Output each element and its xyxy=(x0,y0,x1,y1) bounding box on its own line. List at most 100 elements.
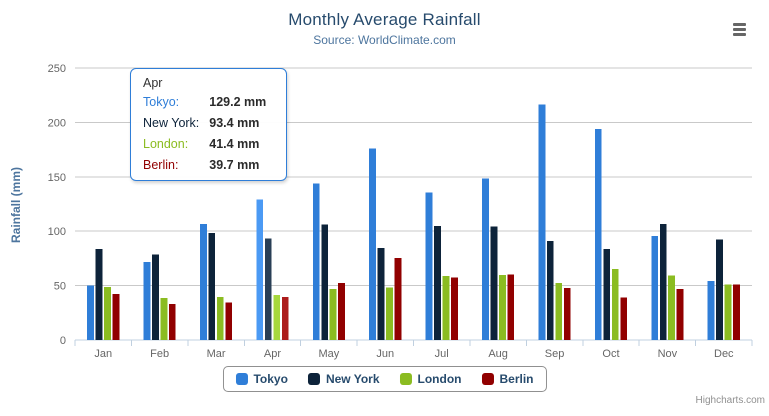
x-axis-tick-label: Apr xyxy=(264,348,281,360)
bar-tokyo-may[interactable] xyxy=(312,183,320,340)
legend-label: London xyxy=(417,372,462,386)
bar-london-oct[interactable] xyxy=(611,269,619,340)
bar-london-sep[interactable] xyxy=(555,283,563,340)
bar-berlin-sep[interactable] xyxy=(563,288,571,340)
y-axis-tick-label: 200 xyxy=(48,117,66,129)
y-axis-tick-label: 50 xyxy=(54,281,66,293)
bar-tokyo-oct[interactable] xyxy=(594,128,602,340)
bar-tokyo-sep[interactable] xyxy=(538,104,546,340)
bar-london-aug[interactable] xyxy=(499,275,506,340)
legend-item-new-york[interactable]: New York xyxy=(307,372,380,386)
bar-berlin-jul[interactable] xyxy=(451,277,458,341)
bar-berlin-may[interactable] xyxy=(338,282,345,340)
tooltip-series-label: London: xyxy=(143,137,189,151)
bar-berlin-oct[interactable] xyxy=(620,297,628,341)
bar-tokyo-mar[interactable] xyxy=(200,224,207,340)
bar-london-jan[interactable] xyxy=(104,286,111,340)
bar-new-york-jan[interactable] xyxy=(95,249,103,340)
legend: Tokyo New York London Berlin xyxy=(222,366,547,392)
bar-new-york-mar[interactable] xyxy=(208,232,216,340)
bar-london-mar[interactable] xyxy=(216,297,224,340)
burger-bar xyxy=(733,28,746,31)
y-axis-tick-label: 150 xyxy=(48,172,66,184)
y-axis-tick-label: 250 xyxy=(48,63,66,75)
tooltip-series-value: 41.4 mm xyxy=(209,137,260,151)
bar-new-york-jul[interactable] xyxy=(434,225,441,340)
bar-london-jul[interactable] xyxy=(442,275,450,340)
chart-title: Monthly Average Rainfall xyxy=(288,10,481,29)
tooltip-series-value: 93.4 mm xyxy=(209,116,260,130)
legend-label: Tokyo xyxy=(253,372,288,386)
x-axis-tick-label: May xyxy=(318,348,339,360)
tooltip-series-value: 39.7 mm xyxy=(209,158,260,172)
x-axis-tick-label: Sep xyxy=(545,348,565,360)
bar-london-jun[interactable] xyxy=(386,287,393,340)
x-axis-tick-label: Aug xyxy=(488,348,508,360)
legend-label: Berlin xyxy=(499,372,534,386)
bar-tokyo-feb[interactable] xyxy=(143,262,151,340)
tooltip-series-label: Berlin: xyxy=(143,158,179,172)
x-axis-tick-label: Jul xyxy=(435,348,449,360)
x-axis-tick-label: Nov xyxy=(658,348,678,360)
x-axis-tick-label: Mar xyxy=(207,348,226,360)
bar-berlin-jun[interactable] xyxy=(394,257,402,340)
tooltip-series-label: Tokyo: xyxy=(143,95,180,109)
bar-new-york-may[interactable] xyxy=(321,224,329,340)
bar-tokyo-nov[interactable] xyxy=(651,236,659,340)
bar-berlin-dec[interactable] xyxy=(733,284,740,340)
tooltip-rows: Tokyo: 129.2 mm New York: 93.4 mm London: 41.… xyxy=(143,95,276,172)
bar-london-nov[interactable] xyxy=(668,275,675,341)
bar-new-york-apr[interactable] xyxy=(264,238,272,340)
bar-berlin-mar[interactable] xyxy=(225,302,233,341)
legend-item-berlin[interactable]: Berlin xyxy=(481,372,534,386)
bar-berlin-nov[interactable] xyxy=(676,289,684,340)
y-axis-tick-label: 100 xyxy=(48,226,66,238)
legend-swatch-icon xyxy=(481,373,494,385)
bar-new-york-oct[interactable] xyxy=(603,249,611,340)
bar-new-york-jun[interactable] xyxy=(377,248,385,340)
bar-london-apr[interactable] xyxy=(273,295,281,340)
legend-item-london[interactable]: London xyxy=(399,372,462,386)
chart-subtitle: Source: WorldClimate.com xyxy=(313,33,456,47)
bar-berlin-jan[interactable] xyxy=(112,293,120,340)
tooltip-category: Apr xyxy=(143,76,163,90)
bar-new-york-sep[interactable] xyxy=(546,240,554,340)
bar-tokyo-aug[interactable] xyxy=(482,178,489,340)
tooltip: Apr Tokyo: 129.2 mm New York: 93.4 mm London… xyxy=(130,68,287,181)
bar-tokyo-jan[interactable] xyxy=(87,285,94,340)
bar-new-york-nov[interactable] xyxy=(659,224,667,340)
bar-tokyo-apr[interactable] xyxy=(256,199,264,340)
bar-berlin-aug[interactable] xyxy=(507,274,515,340)
y-axis-title: Rainfall (mm) xyxy=(9,167,23,244)
bar-berlin-apr[interactable] xyxy=(281,296,289,340)
x-axis-tick-label: Feb xyxy=(150,348,169,360)
bar-london-dec[interactable] xyxy=(724,284,732,340)
x-axis-tick-label: Dec xyxy=(714,348,734,360)
legend-label: New York xyxy=(325,372,380,386)
bar-new-york-dec[interactable] xyxy=(716,239,723,340)
bar-berlin-feb[interactable] xyxy=(168,303,176,340)
bar-tokyo-jul[interactable] xyxy=(425,192,433,341)
legend-swatch-icon xyxy=(235,373,248,385)
bar-london-feb[interactable] xyxy=(160,297,168,340)
burger-bar xyxy=(733,23,746,26)
legend-item-tokyo[interactable]: Tokyo xyxy=(235,372,288,386)
legend-swatch-icon xyxy=(307,373,320,385)
tooltip-series-label: New York: xyxy=(143,116,200,130)
x-axis-tick-label: Jun xyxy=(376,348,394,360)
x-axis-tick-label: Oct xyxy=(602,348,619,360)
burger-bar xyxy=(733,33,746,36)
x-axis-tick-label: Jan xyxy=(94,348,112,360)
bar-tokyo-jun[interactable] xyxy=(369,148,376,341)
credits-link[interactable]: Highcharts.com xyxy=(695,395,765,406)
tooltip-series-value: 129.2 mm xyxy=(209,95,267,109)
y-axis-tick-label: 0 xyxy=(60,335,66,347)
bar-new-york-feb[interactable] xyxy=(152,254,159,340)
legend-swatch-icon xyxy=(399,373,412,385)
export-menu-icon[interactable] xyxy=(731,21,748,38)
bar-london-may[interactable] xyxy=(329,288,337,340)
bar-new-york-aug[interactable] xyxy=(490,226,498,341)
bar-tokyo-dec[interactable] xyxy=(707,280,715,340)
